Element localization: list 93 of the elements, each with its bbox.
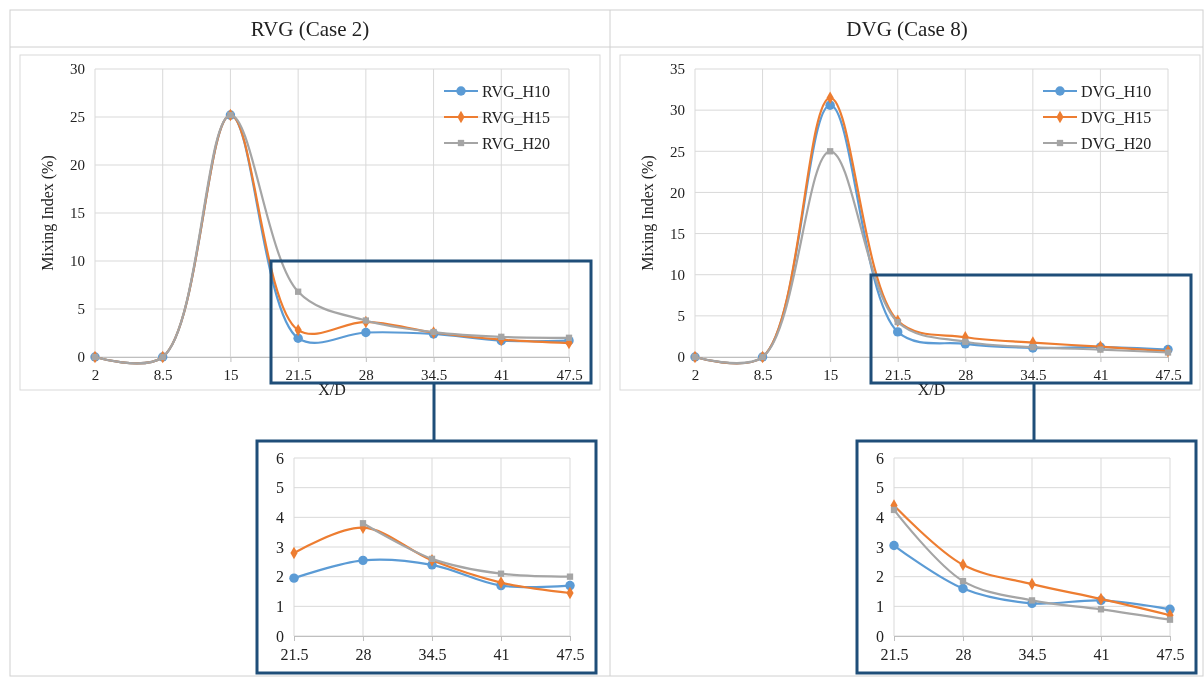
y-tick-label: 0 — [876, 627, 884, 645]
x-tick-label: 21.5 — [885, 367, 912, 383]
point — [894, 318, 901, 326]
x-tick-label: 34.5 — [1020, 367, 1047, 383]
legend-label: RVG_H10 — [482, 83, 551, 100]
point — [959, 577, 967, 585]
y-tick-label: 5 — [77, 301, 85, 318]
y-axis-title: Mixing Index (%) — [39, 155, 57, 271]
y-tick-label: 5 — [677, 308, 685, 325]
point — [362, 317, 370, 324]
y-tick-label: 5 — [276, 479, 284, 497]
x-tick-label: 47.5 — [1155, 367, 1182, 383]
x-tick-label: 8.5 — [753, 367, 773, 383]
y-tick-label: 15 — [70, 205, 85, 222]
x-tick-label: 34.5 — [420, 367, 448, 383]
y-tick-label: 10 — [670, 267, 685, 284]
point — [826, 148, 834, 155]
legend-label: RVG_H15 — [482, 109, 551, 126]
y-tick-label: 30 — [670, 102, 685, 119]
chart-title: DVG (Case 8) — [846, 17, 968, 41]
y-tick-label: 25 — [70, 109, 85, 126]
y-tick-label: 0 — [276, 627, 284, 645]
y-tick-label: 5 — [876, 479, 884, 497]
point — [566, 573, 574, 580]
point — [1097, 606, 1105, 613]
legend-label: DVG_H15 — [1081, 109, 1152, 126]
x-tick-label: 21.5 — [280, 646, 309, 663]
x-tick-label: 34.5 — [418, 646, 447, 663]
y-tick-label: 35 — [670, 61, 685, 78]
y-tick-label: 30 — [70, 61, 85, 78]
point — [1164, 349, 1172, 356]
y-tick-label: 1 — [876, 597, 884, 615]
y-tick-label: 25 — [670, 143, 685, 160]
x-axis-title: X/D — [917, 381, 946, 398]
point — [890, 506, 898, 514]
point — [565, 580, 575, 591]
point — [958, 583, 968, 594]
y-tick-label: 20 — [670, 184, 685, 201]
point — [497, 570, 505, 577]
x-tick-label: 47.5 — [1156, 646, 1185, 663]
y-tick-label: 6 — [876, 449, 884, 467]
point — [1028, 597, 1036, 604]
point — [358, 555, 368, 566]
point — [428, 555, 436, 563]
x-tick-label: 8.5 — [153, 367, 173, 383]
legend-label: DVG_H20 — [1081, 135, 1152, 152]
legend-label: RVG_H20 — [482, 135, 551, 152]
point — [293, 333, 303, 343]
point — [565, 334, 573, 341]
y-tick-label: 15 — [670, 225, 685, 242]
point — [294, 288, 302, 295]
y-tick-label: 0 — [77, 349, 85, 366]
x-tick-label: 47.5 — [556, 367, 583, 383]
y-tick-label: 0 — [677, 349, 685, 366]
point — [359, 520, 367, 527]
legend-label: DVG_H10 — [1081, 83, 1152, 100]
x-tick-label: 21.5 — [285, 367, 312, 383]
x-tick-label: 47.5 — [556, 646, 585, 663]
point — [889, 540, 899, 551]
y-tick-label: 6 — [276, 449, 284, 467]
y-tick-label: 2 — [876, 568, 884, 586]
x-tick-label: 28 — [355, 646, 372, 663]
chart-title: RVG (Case 2) — [250, 17, 370, 41]
point — [962, 338, 969, 345]
x-tick-label: 15 — [223, 367, 239, 383]
y-tick-label: 1 — [276, 597, 284, 615]
point — [892, 327, 903, 337]
y-tick-label: 2 — [276, 568, 284, 586]
point — [289, 573, 299, 583]
y-tick-label: 3 — [876, 538, 884, 556]
x-tick-label: 2 — [91, 367, 100, 383]
x-tick-label: 34.5 — [1018, 646, 1047, 663]
x-tick-label: 41 — [494, 367, 510, 383]
x-tick-label: 41 — [493, 646, 510, 663]
x-axis-title: X/D — [318, 381, 346, 398]
y-tick-label: 4 — [876, 508, 884, 526]
x-tick-label: 28 — [358, 367, 374, 383]
point — [498, 333, 505, 340]
x-tick-label: 28 — [958, 367, 974, 383]
y-tick-label: 4 — [276, 508, 284, 526]
point — [1166, 616, 1174, 623]
x-tick-label: 41 — [1093, 646, 1110, 663]
x-tick-label: 15 — [823, 367, 839, 383]
y-tick-label: 20 — [70, 157, 85, 174]
x-tick-label: 21.5 — [880, 646, 909, 663]
x-tick-label: 41 — [1093, 367, 1109, 383]
x-tick-label: 2 — [691, 367, 700, 383]
x-tick-label: 28 — [955, 646, 972, 663]
y-tick-label: 3 — [276, 538, 284, 556]
point — [1097, 346, 1104, 353]
y-tick-label: 10 — [70, 253, 85, 270]
y-axis-title: Mixing Index (%) — [639, 155, 657, 271]
point — [361, 327, 371, 338]
